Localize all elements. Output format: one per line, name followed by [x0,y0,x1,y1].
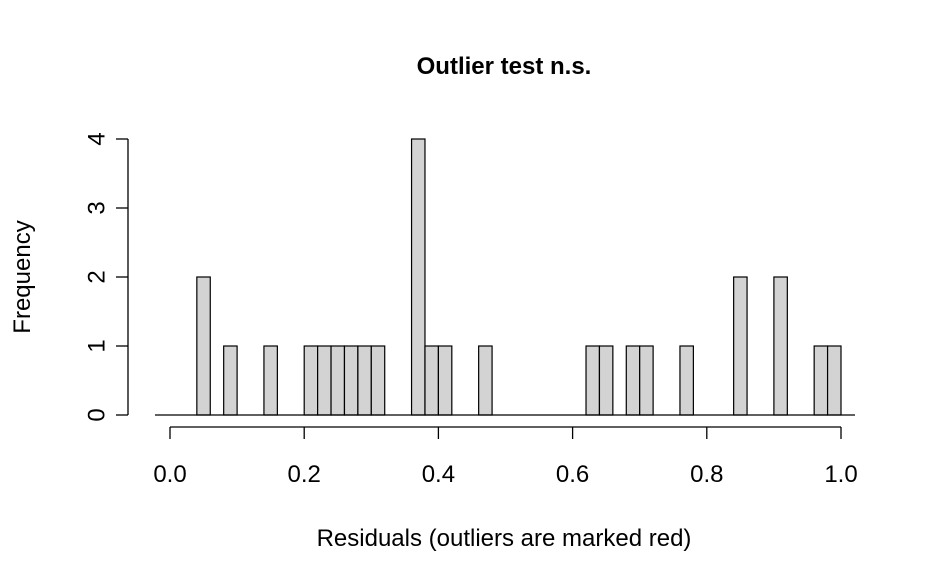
x-tick-label: 0.0 [153,461,186,488]
y-axis-label: Frequency [9,220,36,333]
x-axis: 0.0 0.2 0.4 0.6 0.8 1.0 [153,426,858,488]
y-tick-label: 0 [83,408,110,421]
x-tick-label: 0.8 [690,461,723,488]
histogram-bar [625,345,641,416]
histogram-bar [598,345,614,416]
bars-group [196,138,842,416]
histogram-bar [343,345,359,416]
histogram-bar [424,345,440,416]
x-tick-label: 1.0 [824,461,857,488]
histogram-bar [263,345,278,416]
histogram-bar [223,345,238,416]
histogram-bar [813,345,829,416]
histogram-bar [317,345,332,416]
histogram-bar [330,345,346,416]
y-axis: 0 1 2 3 4 [83,132,129,422]
y-tick-label: 3 [83,201,110,214]
histogram-bar [303,345,319,416]
chart-title: Outlier test n.s. [417,53,592,80]
x-axis-label: Residuals (outliers are marked red) [317,525,692,552]
histogram-bar [733,276,748,416]
x-tick-label: 0.2 [288,461,321,488]
histogram-bar [679,345,694,416]
histogram-bar [585,345,601,416]
histogram-bar [196,276,211,416]
y-tick-label: 4 [83,132,110,145]
histogram-bar [639,345,654,416]
y-tick-label: 1 [83,339,110,352]
histogram-bar [370,345,386,416]
histogram-bar [773,276,788,416]
histogram-bar [478,345,493,416]
histogram-bar [357,345,372,416]
y-tick-label: 2 [83,270,110,283]
histogram-bar [437,345,453,416]
histogram-bar [826,345,842,416]
x-tick-label: 0.4 [422,461,455,488]
histogram-bar [410,138,426,416]
x-tick-label: 0.6 [556,461,589,488]
